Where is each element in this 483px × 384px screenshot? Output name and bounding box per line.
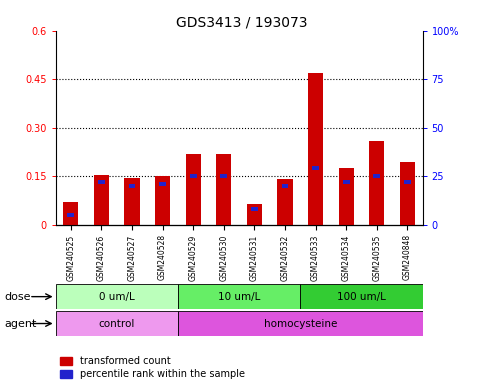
Bar — [308, 73, 323, 225]
Bar — [128, 184, 135, 188]
Text: GDS3413 / 193073: GDS3413 / 193073 — [176, 15, 307, 29]
Bar — [400, 162, 415, 225]
Bar — [178, 311, 423, 336]
Bar — [220, 174, 227, 178]
Bar — [277, 179, 293, 225]
Bar — [68, 213, 74, 217]
Bar — [251, 207, 258, 211]
Bar — [63, 202, 78, 225]
Bar — [339, 168, 354, 225]
Bar — [56, 311, 178, 336]
Text: 10 um/L: 10 um/L — [218, 291, 260, 302]
Bar — [312, 167, 319, 170]
Bar — [247, 204, 262, 225]
Text: agent: agent — [5, 318, 37, 329]
Text: homocysteine: homocysteine — [264, 318, 337, 329]
Bar — [300, 284, 423, 309]
Bar — [282, 184, 288, 188]
Bar — [98, 180, 105, 184]
Bar — [373, 174, 380, 178]
Bar — [190, 174, 197, 178]
Text: dose: dose — [5, 291, 31, 302]
Text: 100 um/L: 100 um/L — [337, 291, 386, 302]
Bar — [159, 182, 166, 186]
Bar — [125, 178, 140, 225]
Bar — [404, 180, 411, 184]
Legend: transformed count, percentile rank within the sample: transformed count, percentile rank withi… — [60, 356, 245, 379]
Bar — [185, 154, 201, 225]
Bar — [94, 175, 109, 225]
Bar — [56, 284, 178, 309]
Bar — [216, 154, 231, 225]
Text: 0 um/L: 0 um/L — [99, 291, 135, 302]
Bar — [343, 180, 350, 184]
Text: control: control — [99, 318, 135, 329]
Bar — [369, 141, 384, 225]
Bar — [178, 284, 300, 309]
Bar — [155, 176, 170, 225]
